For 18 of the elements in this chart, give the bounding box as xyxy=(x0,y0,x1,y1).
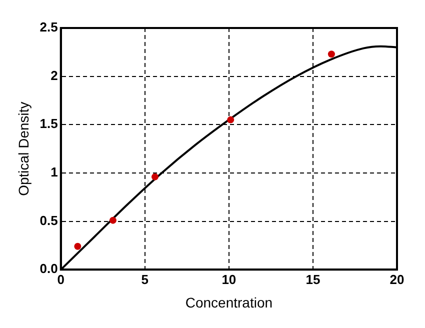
point xyxy=(109,216,116,224)
y-tick-label: 2 xyxy=(50,68,58,83)
y-axis-title: Optical Density xyxy=(15,102,32,196)
point xyxy=(328,50,335,58)
point xyxy=(227,116,234,124)
point xyxy=(74,242,82,250)
x-axis-title: Concentration xyxy=(185,294,273,310)
y-tick-label: 0.5 xyxy=(40,212,58,228)
x-tick-label: 20 xyxy=(390,272,404,287)
x-tick-label: 15 xyxy=(306,272,320,287)
point xyxy=(151,173,158,180)
x-tick-label: 10 xyxy=(222,272,236,287)
y-tick-label: 0.0 xyxy=(40,261,58,276)
x-tick-label: 5 xyxy=(141,272,149,287)
y-tick-label: 1.5 xyxy=(40,116,58,132)
y-tick-label: 2.5 xyxy=(40,20,58,35)
y-tick-label: 1 xyxy=(50,164,58,180)
x-tick-label: 0 xyxy=(57,272,64,287)
